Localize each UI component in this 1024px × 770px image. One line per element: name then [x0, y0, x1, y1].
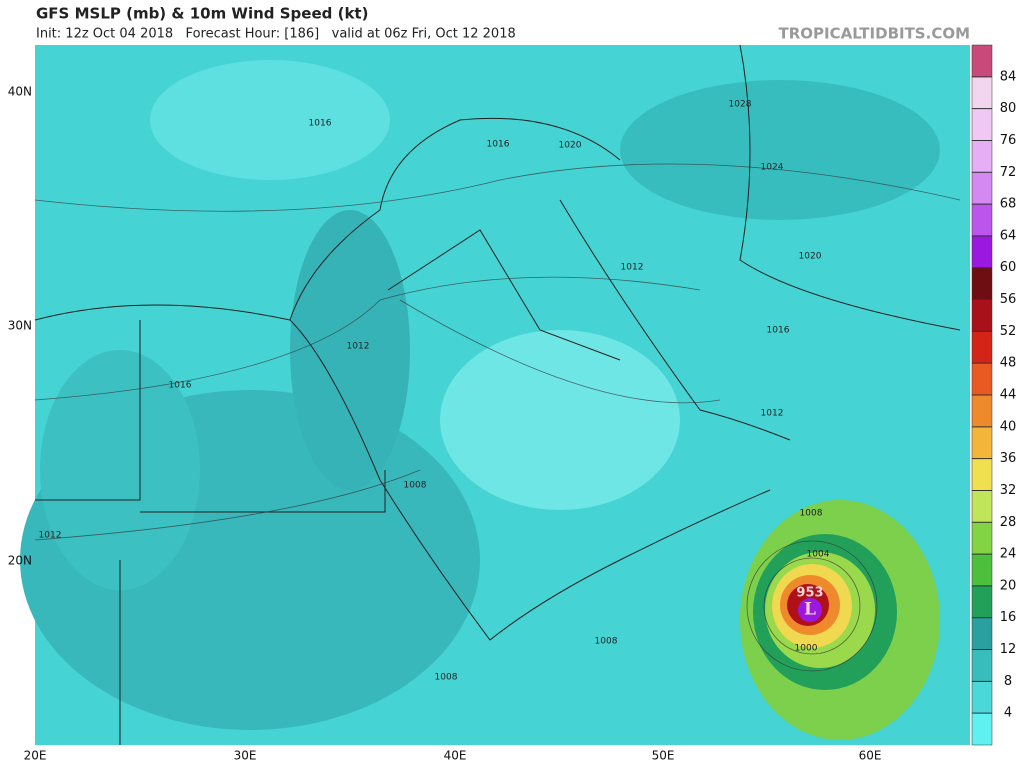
- lat-label: 30N: [8, 319, 32, 333]
- colorbar-band: [971, 331, 993, 364]
- isobar-label: 1008: [404, 481, 427, 491]
- colorbar-band: [971, 76, 993, 109]
- colorbar-band: [971, 522, 993, 555]
- colorbar-label: 64: [1000, 228, 1017, 243]
- isobar-label: 1020: [799, 252, 822, 262]
- colorbar-band: [971, 490, 993, 523]
- isobar-label: 1000: [795, 644, 818, 654]
- lon-label: 30E: [234, 749, 257, 763]
- colorbar-label: 72: [1000, 165, 1017, 180]
- colorbar-label: 40: [1000, 419, 1017, 434]
- colorbar-label: 12: [1000, 642, 1017, 657]
- colorbar-band: [971, 553, 993, 587]
- low-pressure-value: 953: [796, 586, 823, 601]
- colorbar-label: 48: [1000, 356, 1017, 371]
- colorbar-band: [971, 140, 993, 173]
- lon-label: 40E: [444, 749, 467, 763]
- colorbar-label: 28: [1000, 515, 1017, 530]
- colorbar-label: 52: [1000, 324, 1017, 339]
- isobar-label: 1008: [595, 637, 618, 647]
- colorbar-label: 44: [1000, 388, 1017, 403]
- watermark: TROPICALTIDBITS.COM: [779, 25, 971, 43]
- isobar-label: 1016: [767, 326, 790, 336]
- isobar-label: 1004: [807, 550, 830, 560]
- subtitle: Init: 12z Oct 04 2018 Forecast Hour: [18…: [36, 27, 516, 42]
- isobar-label: 1008: [435, 673, 458, 683]
- colorbar-band: [971, 394, 993, 428]
- low-marker: L: [804, 600, 816, 620]
- colorbar-label: 60: [1000, 260, 1017, 275]
- colorbar-label: 20: [1000, 578, 1017, 593]
- isobar-label: 1024: [761, 163, 784, 173]
- colorbar-band: [971, 235, 993, 268]
- colorbar-label: 32: [1000, 483, 1017, 498]
- title: GFS MSLP (mb) & 10m Wind Speed (kt): [36, 5, 368, 23]
- shade: [440, 330, 680, 510]
- coastlines: [34, 44, 961, 745]
- colorbar-band: [971, 681, 993, 714]
- colorbar-label: 16: [1000, 610, 1017, 625]
- colorbar-label: 4: [1004, 706, 1012, 721]
- shade: [620, 80, 940, 220]
- colorbar-band: [971, 362, 993, 396]
- lat-label: 20N: [8, 554, 32, 568]
- isobar-label: 1016: [169, 381, 192, 391]
- shade: [290, 210, 410, 490]
- lon-label: 50E: [652, 749, 675, 763]
- lon-label: 60E: [859, 749, 882, 763]
- colorbar-band: [971, 172, 993, 205]
- colorbar-label: 68: [1000, 197, 1017, 212]
- lat-label: 40N: [8, 85, 32, 99]
- isobar-label: 1012: [39, 531, 62, 541]
- colorbar-label: 36: [1000, 451, 1017, 466]
- colorbar-band: [971, 267, 993, 300]
- isobar-label: 1016: [487, 140, 510, 150]
- isobar-label: 1016: [309, 119, 332, 129]
- colorbar-band: [971, 585, 993, 618]
- colorbar-band: [971, 712, 993, 746]
- colorbar-band: [971, 649, 993, 682]
- shade: [40, 350, 200, 590]
- colorbar-label: 56: [1000, 292, 1017, 307]
- colorbar-band: [971, 299, 993, 332]
- colorbar-label: 84: [1000, 69, 1017, 84]
- colorbar-band: [971, 108, 993, 141]
- lon-label: 20E: [24, 749, 47, 763]
- cyclone-core: [798, 598, 822, 622]
- colorbar-label: 24: [1000, 547, 1017, 562]
- isobar-label: 1012: [761, 409, 784, 419]
- colorbar-band: [971, 426, 993, 459]
- colorbar-label: 8: [1004, 674, 1012, 689]
- isobar-label: 1028: [729, 100, 752, 110]
- isobar-label: 1012: [347, 342, 370, 352]
- colorbar-band: [971, 617, 993, 650]
- map: [20, 44, 970, 745]
- isobar-label: 1012: [621, 263, 644, 273]
- isobar-label: 1008: [800, 509, 823, 519]
- isobar-label: 1020: [559, 141, 582, 151]
- isobars: [34, 163, 961, 672]
- shade: [150, 60, 390, 180]
- colorbar-band: [971, 458, 993, 491]
- colorbar-label: 76: [1000, 133, 1017, 148]
- colorbar-label: 80: [1000, 101, 1017, 116]
- colorbar-band: [971, 44, 993, 78]
- colorbar-band: [971, 203, 993, 237]
